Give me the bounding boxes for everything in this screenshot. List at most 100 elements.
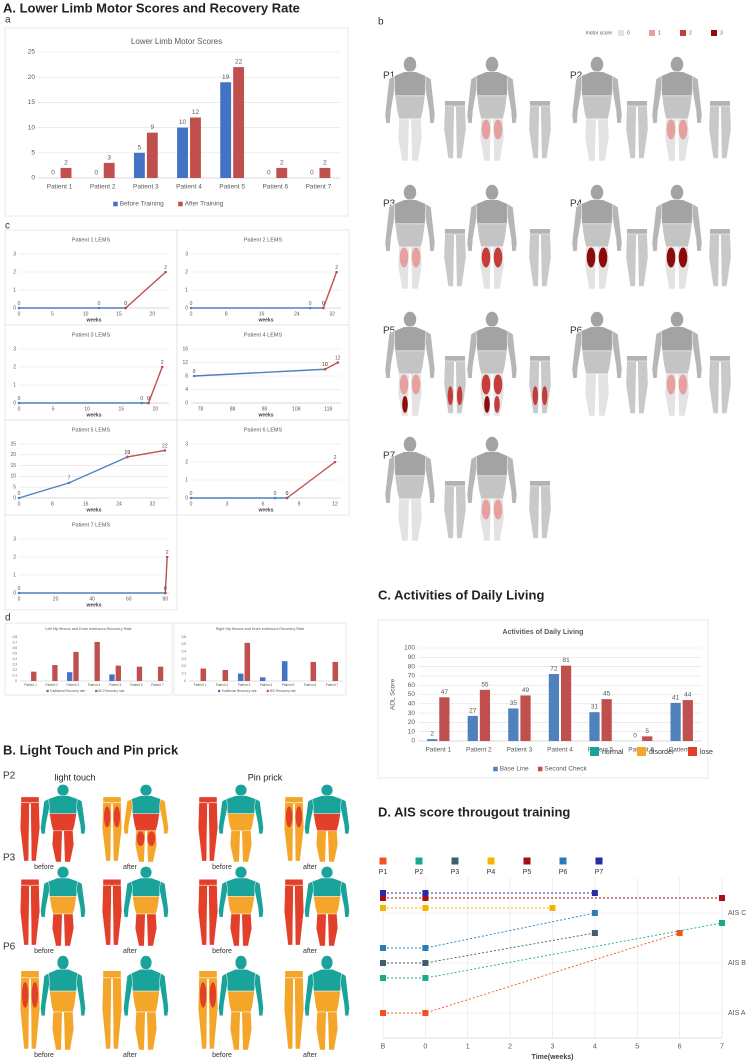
body-side xyxy=(63,972,86,1051)
bar xyxy=(157,666,164,681)
body-head xyxy=(403,184,417,201)
legend-label: 1 xyxy=(658,30,661,36)
y-tick-label: 0.8 xyxy=(13,635,18,639)
body-side xyxy=(597,203,623,290)
legs-highlight xyxy=(541,386,548,406)
point xyxy=(67,481,71,485)
legs-figure xyxy=(102,878,122,946)
y-tick-label: 5 xyxy=(13,485,16,491)
point xyxy=(126,455,129,459)
legs-side xyxy=(112,802,122,862)
x-tick-label: Patient 5 xyxy=(219,184,245,191)
body-figure xyxy=(651,311,703,417)
data-label: 0 xyxy=(18,491,21,497)
legend-label: Traditional Recovery rate xyxy=(221,689,257,693)
body-leg xyxy=(51,913,63,947)
body-head xyxy=(403,436,417,453)
x-tick-label: 10 xyxy=(83,312,89,318)
point xyxy=(549,905,556,911)
legs-leg xyxy=(708,105,720,159)
panel-label: b xyxy=(378,17,384,28)
legs-side xyxy=(198,977,208,1050)
body-head xyxy=(403,311,417,328)
data-label: 3 xyxy=(107,154,111,161)
panel-label: a xyxy=(5,15,11,26)
legend-label: P5 xyxy=(523,869,532,876)
legs-side xyxy=(637,360,649,414)
data-label: 0 xyxy=(94,170,98,177)
legs-side xyxy=(294,977,304,1050)
legs-leg xyxy=(625,360,637,414)
y-tick-label: 0.6 xyxy=(13,646,18,650)
data-label: 49 xyxy=(522,687,530,694)
body-belly xyxy=(49,896,77,915)
x-tick-label: Patient 6 xyxy=(130,683,143,687)
condition-label: after xyxy=(123,948,138,955)
body-belly xyxy=(581,223,613,248)
legs-side xyxy=(284,884,294,946)
legs-leg xyxy=(720,360,732,414)
body-arm xyxy=(506,75,518,124)
body-side xyxy=(146,880,169,947)
panel-title: A. Lower Limb Motor Scores and Recovery … xyxy=(3,0,300,15)
y-tick-label: 1 xyxy=(185,287,188,293)
body-head xyxy=(139,866,153,879)
body-head xyxy=(590,184,604,201)
body-figure xyxy=(466,56,518,162)
legs-figure xyxy=(528,480,552,539)
point xyxy=(163,449,167,452)
y-tick-label: 10 xyxy=(10,474,16,480)
body-figure xyxy=(218,955,264,1051)
bar xyxy=(136,666,143,681)
legend-swatch xyxy=(487,857,495,865)
legs-highlight xyxy=(532,386,539,406)
body-leg xyxy=(327,913,339,947)
data-label: 0 xyxy=(18,396,21,402)
body-chest xyxy=(393,326,427,352)
body-arm xyxy=(304,798,314,835)
y-tick-label: 30 xyxy=(408,710,416,717)
x-tick-label: 10 xyxy=(84,407,90,413)
point xyxy=(17,496,21,500)
body-figure xyxy=(384,184,436,290)
data-label: 0 xyxy=(633,733,637,740)
point xyxy=(380,1010,386,1016)
legend-label: lose xyxy=(700,749,713,756)
legs-side xyxy=(455,360,467,414)
x-tick-label: 32 xyxy=(150,502,156,508)
condition-label: before xyxy=(34,864,54,871)
x-tick-label: 98 xyxy=(262,407,268,413)
legs-figure xyxy=(528,100,552,159)
data-label: 0 xyxy=(124,301,127,307)
body-side xyxy=(651,75,677,162)
body-highlight xyxy=(399,374,409,395)
body-arm xyxy=(424,455,436,504)
body-chest xyxy=(393,199,427,225)
legs-side xyxy=(455,485,467,539)
legend-label: P3 xyxy=(451,869,460,876)
y-tick-label: 0.2 xyxy=(182,664,187,668)
patient-label: P1 xyxy=(383,71,396,82)
data-label: 81 xyxy=(562,657,570,664)
test-heading: light touch xyxy=(54,772,95,782)
body-leg xyxy=(63,830,75,863)
y-tick-label: 0 xyxy=(185,305,188,311)
legs-side xyxy=(625,105,637,159)
data-label: 0 xyxy=(322,301,325,307)
x-tick-label: Patient 7 xyxy=(326,683,339,687)
bar xyxy=(60,167,72,178)
chart-frame xyxy=(176,419,350,516)
legend-label: Second Check xyxy=(544,766,587,773)
chart-title: Patient 1 LEMS xyxy=(72,237,111,243)
body-belly xyxy=(581,95,613,120)
patient-label: P2 xyxy=(3,771,16,782)
y-tick-label: 50 xyxy=(408,691,416,698)
body-head xyxy=(485,436,499,453)
data-label: 0 xyxy=(164,586,167,592)
legs-leg xyxy=(455,105,467,159)
legend-swatch xyxy=(451,857,459,865)
body-highlight xyxy=(411,374,421,395)
bar xyxy=(259,677,266,681)
body-side xyxy=(218,880,241,947)
legs-side xyxy=(528,233,540,287)
